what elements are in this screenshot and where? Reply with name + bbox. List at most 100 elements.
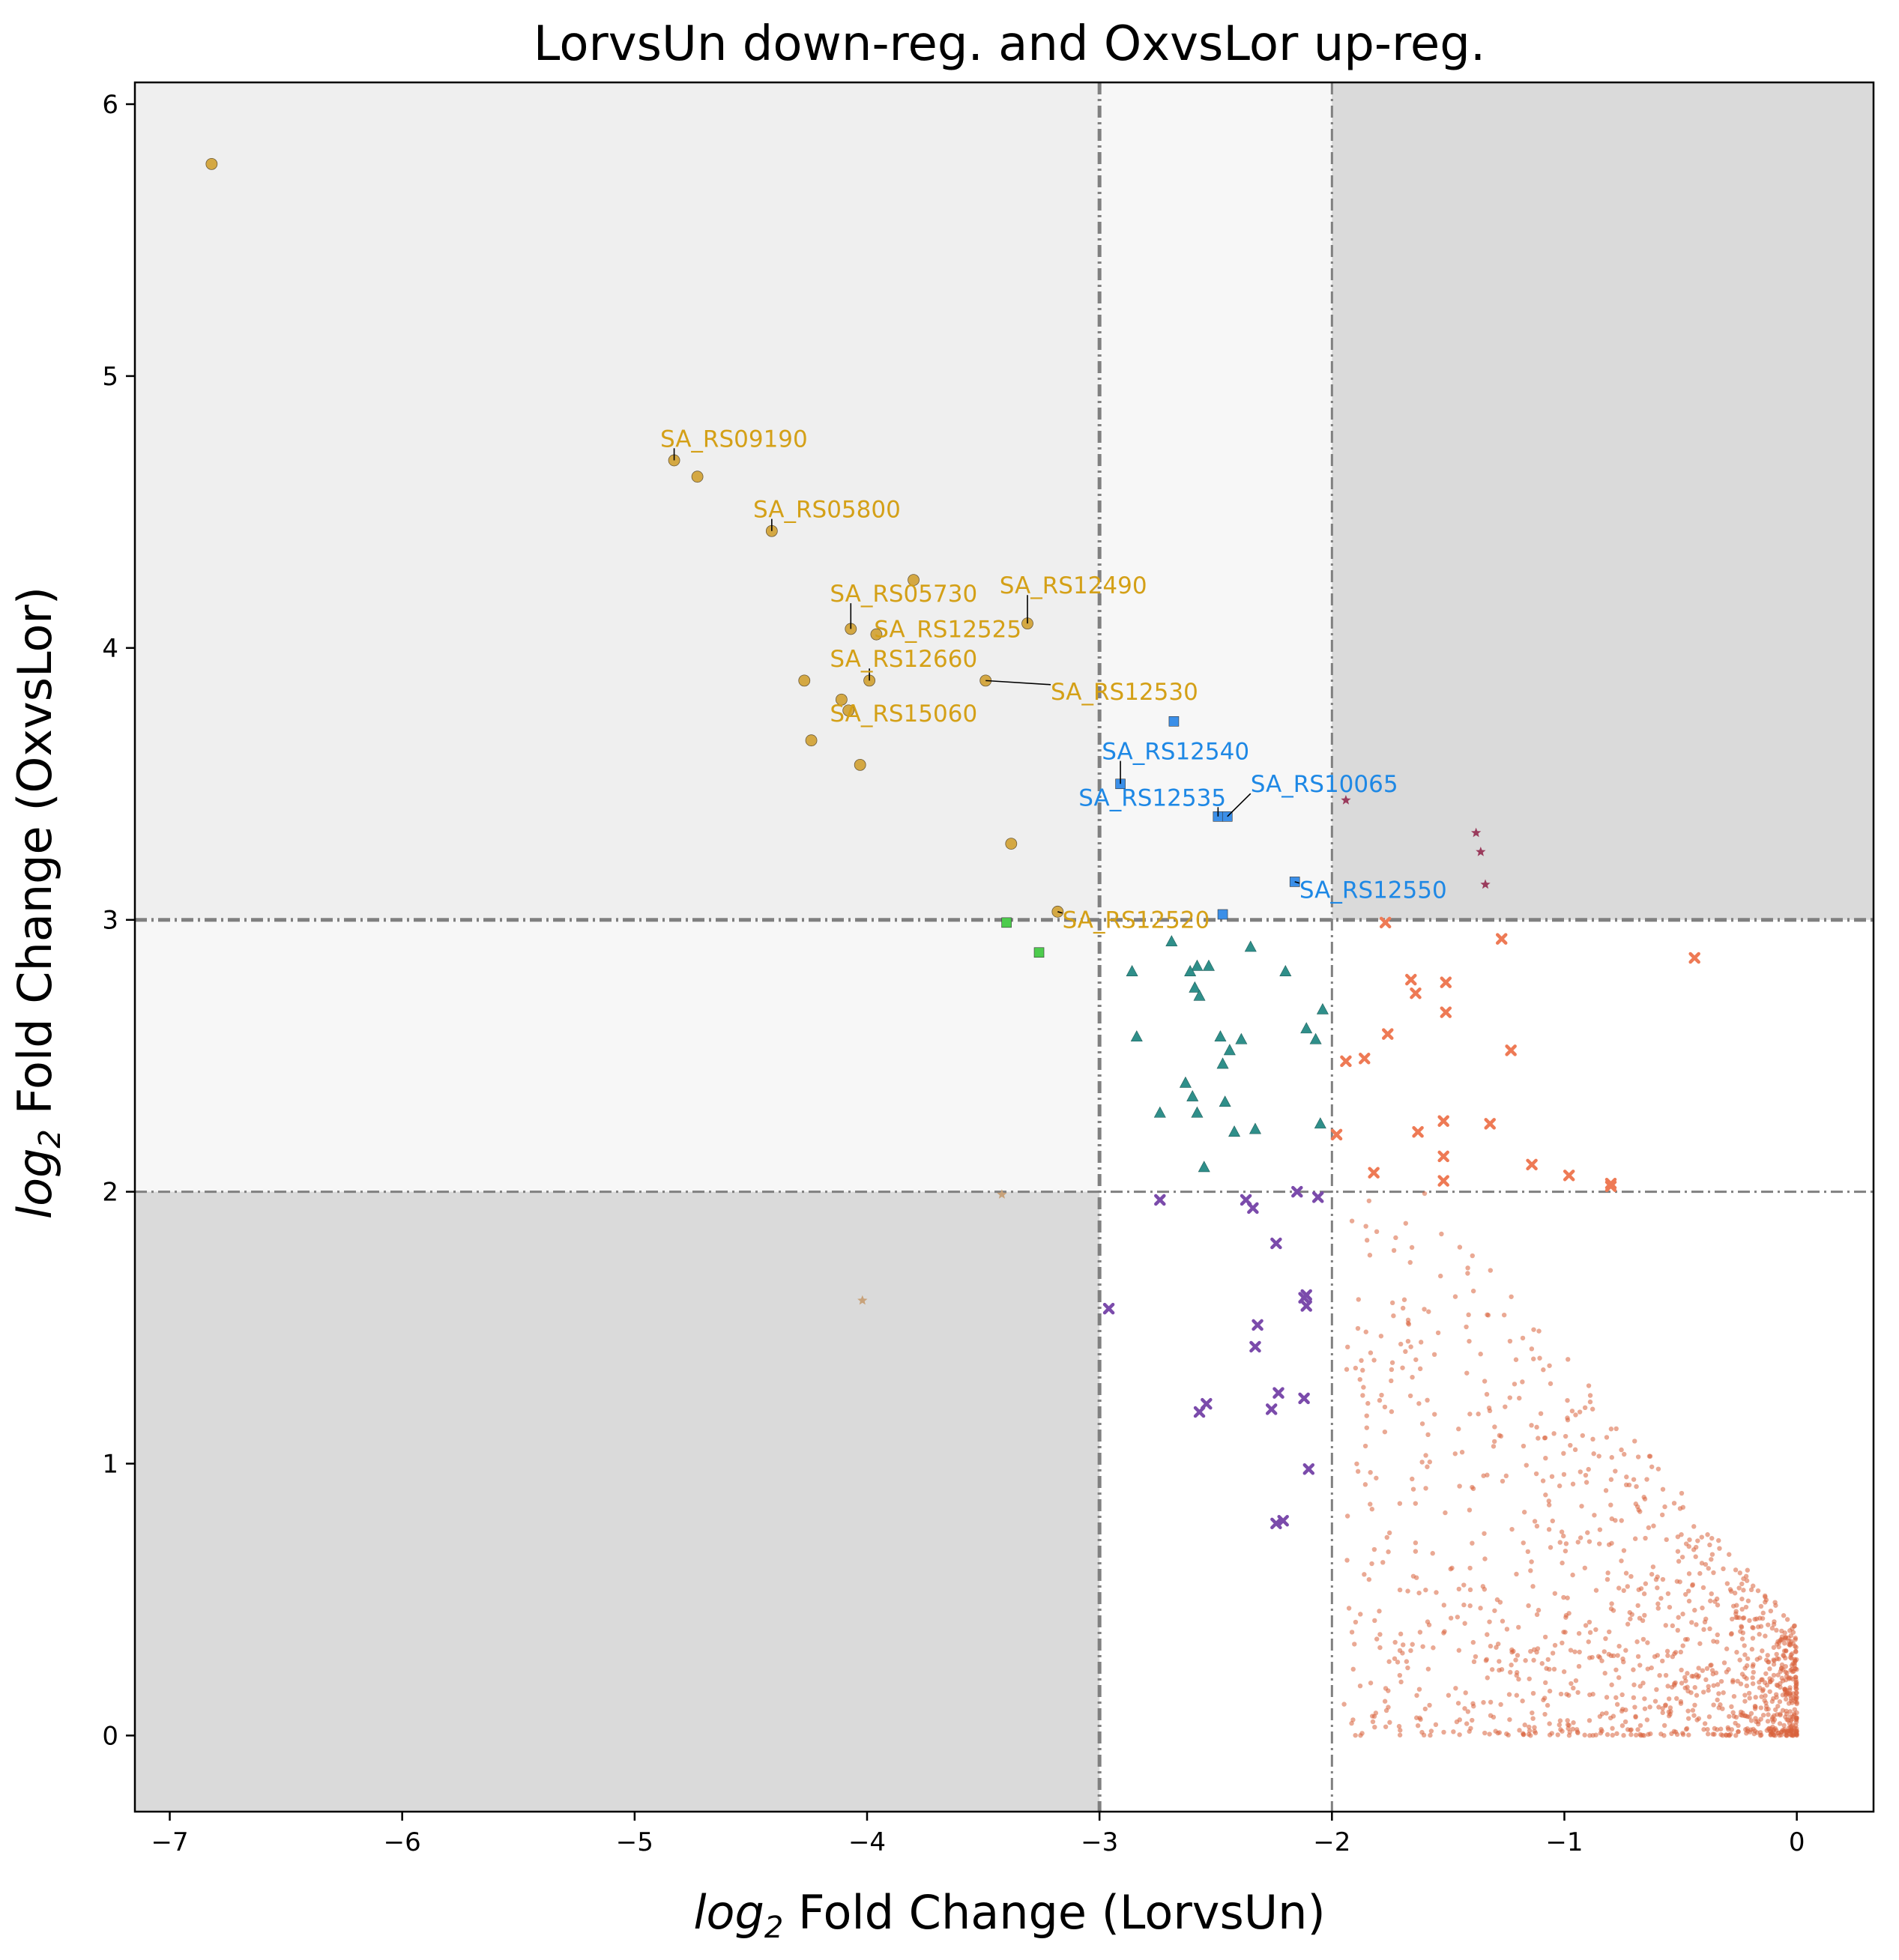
background-point <box>1602 1671 1607 1676</box>
background-point <box>1676 1615 1681 1620</box>
background-point <box>1676 1558 1682 1564</box>
background-point <box>1632 1439 1637 1444</box>
background-point <box>1577 1649 1582 1655</box>
background-point <box>1680 1643 1685 1648</box>
y-tick-label: 2 <box>102 1178 118 1208</box>
background-point <box>1643 1535 1648 1541</box>
background-point <box>1680 1612 1685 1617</box>
background-point <box>1361 1385 1366 1390</box>
background-point <box>1464 1721 1470 1726</box>
background-point <box>1790 1626 1795 1631</box>
background-point <box>1344 1513 1350 1519</box>
background-point <box>1727 1714 1732 1719</box>
background-point <box>1565 1595 1570 1600</box>
background-point <box>1779 1662 1785 1668</box>
background-point <box>1377 1397 1383 1403</box>
data-point <box>1563 1170 1575 1182</box>
background-point <box>1678 1649 1683 1655</box>
background-point <box>1778 1711 1783 1716</box>
background-point <box>1663 1702 1668 1708</box>
background-point <box>1655 1585 1660 1591</box>
x-tick-label: −1 <box>1545 1827 1583 1857</box>
background-point <box>1540 1478 1546 1483</box>
background-point <box>1563 1548 1569 1554</box>
background-point <box>1441 1603 1447 1608</box>
data-point <box>1382 1028 1394 1040</box>
background-point <box>1644 1477 1649 1482</box>
background-point <box>1452 1294 1458 1299</box>
background-point <box>1648 1731 1653 1737</box>
gene-label: SA_RS12535 <box>1078 784 1226 811</box>
background-point <box>1634 1732 1639 1738</box>
background-point <box>1410 1486 1416 1492</box>
background-point <box>1741 1576 1746 1582</box>
background-point <box>1543 1455 1548 1461</box>
background-point <box>1405 1588 1410 1594</box>
background-point <box>1378 1334 1384 1339</box>
background-point <box>1683 1591 1688 1597</box>
background-point <box>1739 1606 1745 1612</box>
background-point <box>1760 1677 1765 1682</box>
background-point <box>1772 1619 1777 1624</box>
background-point <box>1703 1677 1709 1683</box>
background-point <box>1683 1726 1689 1732</box>
data-point <box>1191 959 1204 971</box>
background-point <box>1426 1309 1431 1314</box>
background-point <box>1360 1367 1365 1373</box>
background-point <box>1487 1731 1492 1737</box>
background-point <box>1690 1708 1696 1713</box>
background-point <box>1660 1576 1666 1582</box>
background-point <box>1773 1692 1779 1697</box>
background-point <box>1368 1350 1374 1355</box>
data-point <box>1368 1167 1380 1179</box>
background-point <box>1787 1639 1792 1644</box>
background-point <box>1786 1675 1792 1681</box>
background-point <box>1400 1365 1405 1370</box>
background-point <box>1550 1651 1556 1656</box>
background-point <box>1503 1473 1509 1479</box>
background-point <box>1464 1370 1470 1376</box>
background-point <box>1749 1647 1755 1652</box>
background-point <box>1619 1723 1625 1728</box>
y-tick-label: 3 <box>102 906 118 936</box>
gene-label: SA_RS05730 <box>830 581 977 608</box>
data-point <box>1300 1022 1313 1034</box>
background-point <box>1783 1669 1788 1675</box>
background-point <box>1373 1711 1379 1716</box>
background-point <box>1642 1696 1647 1702</box>
background-point <box>1471 1659 1477 1665</box>
background-point <box>1700 1668 1706 1673</box>
background-point <box>1587 1393 1593 1398</box>
background-point <box>1532 1725 1537 1730</box>
background-point <box>1788 1633 1794 1639</box>
background-point <box>1541 1367 1546 1373</box>
background-point <box>1616 1675 1622 1681</box>
background-point <box>1608 1606 1614 1612</box>
background-point <box>1517 1395 1522 1401</box>
background-point <box>1532 1519 1538 1524</box>
background-point <box>1645 1640 1650 1645</box>
background-point <box>1431 1645 1436 1651</box>
background-point <box>1549 1731 1554 1736</box>
x-tick-label: −5 <box>616 1827 653 1857</box>
background-point <box>1575 1540 1581 1545</box>
background-point <box>1529 1559 1534 1564</box>
background-point <box>1657 1672 1662 1678</box>
data-point <box>1102 1302 1115 1315</box>
background-point <box>1543 1680 1548 1686</box>
background-point <box>1706 1684 1711 1690</box>
background-point <box>1626 1482 1632 1488</box>
data-point <box>798 674 811 687</box>
background-point <box>1777 1721 1783 1726</box>
background-point <box>1604 1711 1609 1716</box>
background-point <box>1482 1379 1488 1384</box>
background-point <box>1406 1322 1412 1327</box>
data-point <box>1193 989 1206 1001</box>
background-point <box>1692 1702 1697 1708</box>
background-point <box>1778 1729 1784 1734</box>
background-point <box>1652 1654 1658 1660</box>
background-point <box>1623 1570 1629 1576</box>
background-point <box>1512 1382 1518 1387</box>
data-point <box>1311 1191 1324 1203</box>
background-point <box>1557 1483 1563 1489</box>
